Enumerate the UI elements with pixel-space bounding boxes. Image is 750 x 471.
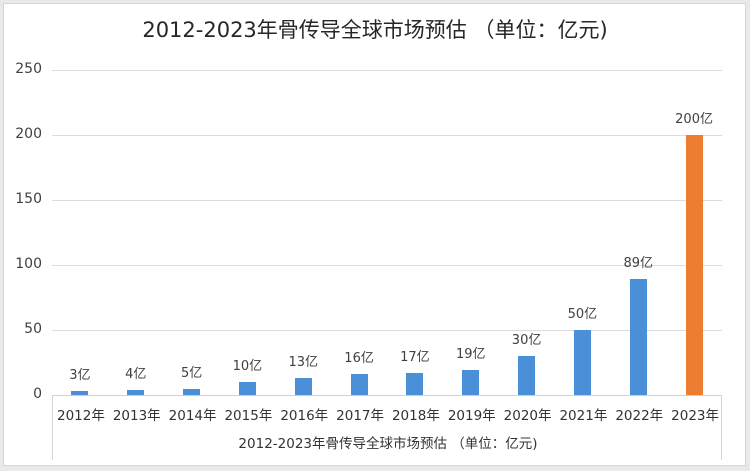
x-tick-label: 2012年	[56, 408, 105, 424]
data-label: 89亿	[623, 256, 654, 272]
x-tick-label: 2014年	[168, 408, 217, 424]
y-tick-label: 100	[15, 256, 42, 272]
bar-2021年	[573, 330, 591, 395]
data-label: 200亿	[675, 112, 713, 127]
x-tick-label: 2016年	[280, 408, 329, 424]
bar-2013年	[127, 389, 145, 395]
x-axis-group-label: 2012-2023年骨传导全球市场预估 （单位：亿元)	[238, 436, 538, 452]
bar-2022年	[629, 279, 647, 395]
chart-title: 2012-2023年骨传导全球市场预估 （单位：亿元)	[142, 18, 608, 42]
gridline	[52, 330, 722, 331]
bar-2020年	[518, 356, 536, 395]
x-tick-label: 2018年	[391, 408, 440, 424]
bar-2017年	[350, 374, 368, 395]
data-label: 50亿	[567, 307, 598, 322]
bar-2014年	[183, 388, 201, 395]
data-label: 30亿	[511, 333, 542, 348]
y-tick-label: 250	[15, 61, 42, 77]
data-label: 16亿	[344, 351, 374, 367]
data-label: 10亿	[232, 359, 263, 374]
y-tick-label: 0	[33, 386, 42, 402]
x-axis: 2012-2023年骨传导全球市场预估 （单位：亿元) 2012年 2013年 20…	[52, 395, 722, 460]
gridline	[52, 135, 722, 136]
gridline	[52, 265, 722, 266]
x-tick-label: 2017年	[336, 408, 384, 424]
bar-2019年	[462, 370, 480, 395]
data-label: 17亿	[400, 349, 430, 365]
bar-2018年	[406, 372, 424, 395]
bar-2023年	[685, 135, 703, 395]
bar-2012年	[71, 391, 89, 395]
bar-2016年	[294, 378, 312, 395]
x-tick-label: 2015年	[224, 408, 273, 424]
plot-area: 3亿 4亿 5亿 10亿 13亿 16亿 17亿 19亿 30亿 50亿 89亿 200亿	[52, 70, 722, 395]
x-tick-label: 2021年	[559, 408, 608, 424]
x-tick-label: 2020年	[503, 408, 552, 424]
y-tick-label: 150	[15, 191, 42, 207]
chart-frame	[3, 3, 746, 466]
gridline	[52, 200, 722, 201]
data-label: 13亿	[288, 355, 319, 371]
y-tick-label: 50	[24, 321, 42, 337]
x-tick-label: 2013年	[112, 408, 161, 424]
x-tick-label: 2019年	[447, 408, 496, 424]
data-label: 3亿	[69, 368, 91, 384]
bar-2015年	[238, 382, 256, 395]
x-tick-label: 2023年	[671, 408, 719, 424]
data-label: 4亿	[125, 366, 147, 382]
data-label: 5亿	[180, 365, 203, 381]
data-label: 19亿	[455, 347, 486, 363]
y-tick-label: 200	[15, 126, 42, 142]
x-tick-label: 2022年	[615, 408, 664, 424]
gridline	[52, 70, 722, 71]
